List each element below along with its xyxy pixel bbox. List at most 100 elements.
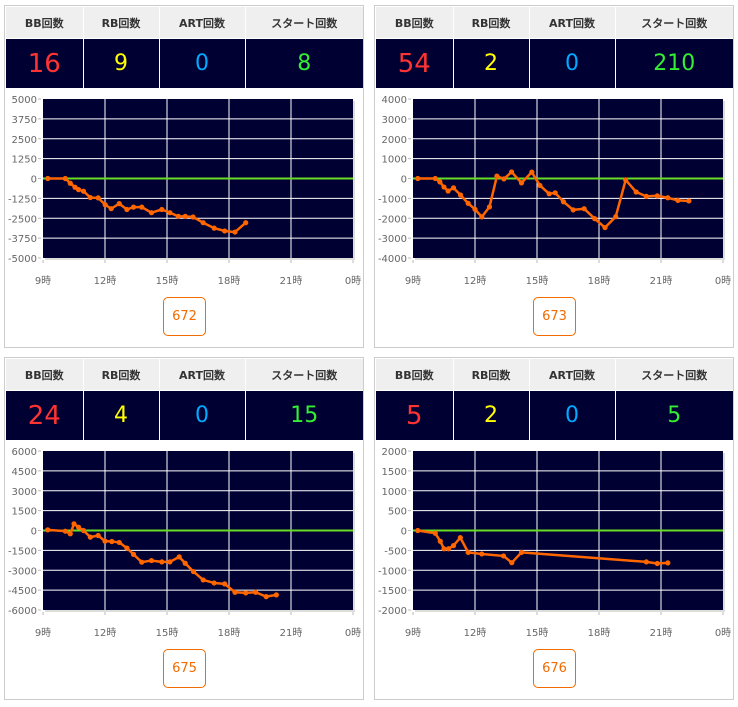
data-point bbox=[87, 534, 93, 540]
data-point bbox=[273, 592, 279, 598]
machine-number-button[interactable]: 675 bbox=[163, 649, 206, 688]
rb-count: 2 bbox=[453, 390, 530, 440]
header-start: スタート回数 bbox=[245, 7, 363, 39]
x-tick-label: 15時 bbox=[156, 627, 179, 639]
data-point bbox=[552, 190, 558, 196]
y-tick-label: 4500 bbox=[12, 467, 37, 478]
data-point bbox=[441, 546, 447, 552]
data-point bbox=[570, 207, 576, 213]
data-point bbox=[80, 188, 87, 194]
data-point bbox=[167, 210, 173, 216]
x-tick-label: 9時 bbox=[35, 275, 51, 287]
rb-count: 4 bbox=[83, 390, 160, 440]
data-point bbox=[654, 193, 660, 199]
slump-chart: 2000 1500 1000 500 0 -500 -1000 -1500 -2000 9時 12時… bbox=[378, 447, 731, 639]
y-tick-label: 5000 bbox=[12, 95, 37, 106]
start-count: 8 bbox=[245, 38, 363, 88]
data-point bbox=[445, 546, 452, 552]
data-point bbox=[633, 189, 639, 195]
data-point bbox=[124, 206, 130, 213]
data-point bbox=[130, 551, 137, 557]
header-art: ART回数 bbox=[159, 359, 246, 391]
machine-number-button[interactable]: 672 bbox=[163, 297, 206, 336]
bb-count: 54 bbox=[376, 38, 454, 88]
data-point bbox=[437, 179, 443, 185]
data-point bbox=[71, 521, 77, 527]
data-point bbox=[167, 559, 173, 565]
x-tick-label: 12時 bbox=[464, 627, 487, 639]
bb-count: 24 bbox=[6, 390, 84, 440]
header-rb: RB回数 bbox=[83, 7, 160, 39]
data-point bbox=[109, 538, 115, 545]
data-point bbox=[95, 195, 101, 201]
data-point bbox=[445, 188, 451, 194]
data-point bbox=[529, 169, 535, 175]
art-count: 0 bbox=[159, 390, 246, 440]
data-point bbox=[479, 551, 485, 557]
header-art: ART回数 bbox=[529, 359, 616, 391]
data-point bbox=[211, 225, 217, 231]
y-tick-label: 0 bbox=[31, 527, 37, 538]
data-point bbox=[441, 184, 447, 190]
bb-count: 16 bbox=[6, 38, 84, 88]
y-tick-label: -4000 bbox=[378, 254, 407, 265]
data-point bbox=[643, 559, 649, 565]
x-tick-label: 15時 bbox=[526, 275, 549, 287]
data-point bbox=[87, 194, 93, 201]
data-point bbox=[211, 580, 217, 586]
data-point bbox=[222, 228, 228, 234]
y-tick-label: -1000 bbox=[378, 194, 407, 205]
x-tick-label: 0時 bbox=[715, 275, 731, 287]
data-point bbox=[509, 560, 515, 566]
data-point bbox=[75, 524, 82, 530]
data-point bbox=[472, 206, 478, 212]
data-point bbox=[182, 560, 188, 566]
x-tick-label: 0時 bbox=[715, 627, 731, 639]
data-point bbox=[67, 180, 73, 186]
header-rb: RB回数 bbox=[453, 7, 530, 39]
data-point bbox=[665, 195, 671, 201]
machine-number-button[interactable]: 673 bbox=[533, 297, 576, 336]
data-point bbox=[501, 176, 507, 182]
machine-panel: BB回数 RB回数 ART回数 スタート回数 24 4 0 15 675 6000 4500 30… bbox=[4, 357, 364, 700]
data-point bbox=[116, 201, 122, 207]
art-count: 0 bbox=[529, 38, 616, 88]
data-point bbox=[560, 199, 567, 205]
data-point bbox=[508, 169, 515, 175]
data-point bbox=[232, 589, 238, 595]
data-point bbox=[95, 532, 101, 539]
x-tick-label: 18時 bbox=[588, 275, 611, 287]
header-art: ART回数 bbox=[529, 7, 616, 39]
header-start: スタート回数 bbox=[245, 359, 363, 391]
slump-chart: 5000 3750 2500 1250 0 -1250 -2500 -3750 -5000 9時 1… bbox=[8, 95, 361, 287]
data-point bbox=[159, 206, 165, 213]
y-tick-label: 3000 bbox=[382, 115, 407, 126]
data-point bbox=[139, 204, 145, 210]
header-start: スタート回数 bbox=[615, 359, 733, 391]
data-point bbox=[581, 206, 587, 212]
art-count: 0 bbox=[529, 390, 616, 440]
y-tick-label: 2000 bbox=[382, 447, 407, 458]
data-point bbox=[537, 182, 543, 189]
x-tick-label: 12時 bbox=[94, 275, 117, 287]
data-point bbox=[465, 549, 471, 555]
data-point bbox=[116, 539, 122, 546]
data-point bbox=[200, 577, 206, 583]
data-point bbox=[148, 210, 155, 216]
y-tick-label: -6000 bbox=[8, 606, 37, 617]
y-tick-label: 1000 bbox=[382, 487, 407, 498]
stats-table: BB回数 RB回数 ART回数 スタート回数 24 4 0 15 bbox=[6, 359, 363, 440]
x-tick-label: 18時 bbox=[218, 627, 241, 639]
x-tick-label: 21時 bbox=[650, 275, 673, 287]
y-tick-label: 1250 bbox=[12, 155, 37, 166]
x-tick-label: 9時 bbox=[405, 627, 421, 639]
y-tick-label: -3750 bbox=[8, 234, 37, 245]
machine-number-button[interactable]: 676 bbox=[533, 649, 576, 688]
y-tick-label: -3000 bbox=[8, 566, 37, 577]
x-tick-label: 12時 bbox=[94, 627, 117, 639]
data-point bbox=[613, 214, 619, 220]
header-bb: BB回数 bbox=[6, 7, 84, 39]
data-point bbox=[243, 590, 249, 596]
